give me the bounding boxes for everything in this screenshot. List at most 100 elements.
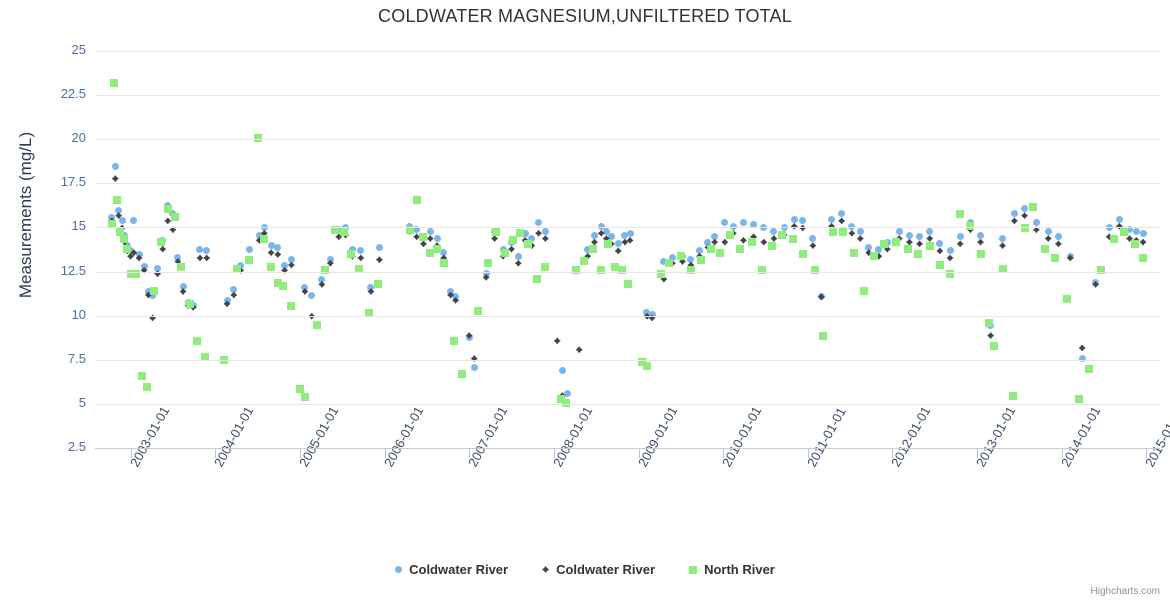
data-point[interactable] bbox=[514, 252, 522, 260]
data-point[interactable] bbox=[819, 331, 828, 340]
data-point[interactable] bbox=[809, 235, 817, 243]
data-point[interactable] bbox=[617, 266, 626, 275]
data-point[interactable] bbox=[828, 215, 836, 223]
data-point[interactable] bbox=[492, 227, 501, 236]
data-point[interactable] bbox=[1044, 235, 1052, 243]
data-point[interactable] bbox=[760, 238, 768, 246]
data-point[interactable] bbox=[956, 240, 964, 248]
data-point[interactable] bbox=[230, 286, 238, 294]
data-point[interactable] bbox=[130, 217, 138, 225]
data-point[interactable] bbox=[999, 235, 1007, 243]
data-point[interactable] bbox=[541, 235, 549, 243]
data-point[interactable] bbox=[426, 228, 434, 235]
data-point[interactable] bbox=[413, 233, 421, 241]
data-point[interactable] bbox=[829, 227, 838, 236]
data-point[interactable] bbox=[535, 219, 543, 227]
data-point[interactable] bbox=[150, 287, 159, 296]
data-point[interactable] bbox=[848, 229, 856, 237]
data-point[interactable] bbox=[687, 256, 695, 264]
data-point[interactable] bbox=[281, 266, 289, 274]
data-point[interactable] bbox=[1126, 226, 1134, 234]
data-point[interactable] bbox=[984, 319, 993, 328]
data-point[interactable] bbox=[597, 266, 606, 275]
data-point[interactable] bbox=[157, 238, 166, 247]
data-point[interactable] bbox=[856, 228, 864, 235]
data-point[interactable] bbox=[174, 254, 182, 262]
data-point[interactable] bbox=[642, 361, 651, 370]
data-point[interactable] bbox=[859, 287, 868, 296]
data-point[interactable] bbox=[107, 220, 116, 229]
data-point[interactable] bbox=[561, 398, 570, 407]
data-point[interactable] bbox=[865, 243, 873, 251]
data-point[interactable] bbox=[1021, 212, 1029, 220]
data-point[interactable] bbox=[163, 204, 172, 213]
data-point[interactable] bbox=[798, 250, 807, 259]
data-point[interactable] bbox=[810, 266, 819, 275]
data-point[interactable] bbox=[287, 301, 296, 310]
data-point[interactable] bbox=[174, 257, 182, 265]
data-point[interactable] bbox=[604, 239, 613, 248]
data-point[interactable] bbox=[656, 269, 665, 278]
data-point[interactable] bbox=[179, 282, 187, 290]
data-point[interactable] bbox=[838, 210, 846, 218]
data-point[interactable] bbox=[891, 238, 900, 247]
data-point[interactable] bbox=[115, 206, 123, 214]
data-point[interactable] bbox=[111, 162, 119, 170]
data-point[interactable] bbox=[687, 261, 695, 269]
data-point[interactable] bbox=[521, 229, 529, 237]
data-point[interactable] bbox=[856, 235, 864, 243]
data-point[interactable] bbox=[113, 195, 121, 204]
data-point[interactable] bbox=[108, 213, 116, 221]
data-point[interactable] bbox=[676, 252, 685, 261]
data-point[interactable] bbox=[169, 226, 177, 234]
data-point[interactable] bbox=[1029, 202, 1037, 211]
data-point[interactable] bbox=[1092, 280, 1100, 288]
data-point[interactable] bbox=[127, 252, 135, 260]
data-point[interactable] bbox=[287, 261, 295, 269]
data-point[interactable] bbox=[321, 266, 330, 275]
data-point[interactable] bbox=[1066, 254, 1074, 262]
data-point[interactable] bbox=[946, 254, 954, 262]
data-point[interactable] bbox=[736, 245, 745, 254]
data-point[interactable] bbox=[553, 337, 561, 345]
data-point[interactable] bbox=[790, 222, 798, 230]
data-point[interactable] bbox=[514, 259, 522, 267]
data-point[interactable] bbox=[357, 247, 365, 255]
data-point[interactable] bbox=[300, 393, 309, 402]
data-point[interactable] bbox=[770, 235, 778, 243]
data-point[interactable] bbox=[936, 247, 944, 255]
data-point[interactable] bbox=[880, 239, 888, 248]
data-point[interactable] bbox=[977, 238, 985, 246]
data-point[interactable] bbox=[1021, 205, 1029, 213]
data-point[interactable] bbox=[255, 231, 263, 239]
data-point[interactable] bbox=[419, 240, 427, 248]
data-point[interactable] bbox=[725, 231, 734, 240]
data-point[interactable] bbox=[977, 231, 985, 239]
data-point[interactable] bbox=[607, 233, 615, 241]
data-point[interactable] bbox=[739, 219, 747, 227]
data-point[interactable] bbox=[452, 296, 460, 304]
data-point[interactable] bbox=[346, 250, 355, 259]
data-point[interactable] bbox=[447, 291, 455, 299]
data-point[interactable] bbox=[1078, 344, 1086, 352]
data-point[interactable] bbox=[433, 235, 441, 243]
data-point[interactable] bbox=[869, 252, 878, 261]
data-point[interactable] bbox=[515, 229, 524, 238]
data-point[interactable] bbox=[935, 261, 944, 270]
data-point[interactable] bbox=[465, 332, 473, 340]
data-point[interactable] bbox=[1115, 222, 1123, 230]
data-point[interactable] bbox=[535, 229, 543, 237]
data-point[interactable] bbox=[679, 257, 687, 265]
data-point[interactable] bbox=[849, 248, 858, 257]
data-point[interactable] bbox=[348, 245, 356, 253]
data-point[interactable] bbox=[318, 280, 326, 288]
data-point[interactable] bbox=[447, 287, 455, 295]
data-point[interactable] bbox=[721, 238, 729, 246]
data-point[interactable] bbox=[470, 363, 478, 371]
data-point[interactable] bbox=[556, 395, 565, 404]
highcharts-credit[interactable]: Highcharts.com bbox=[1090, 586, 1160, 597]
data-point[interactable] bbox=[758, 266, 767, 275]
data-point[interactable] bbox=[144, 287, 152, 295]
data-point[interactable] bbox=[440, 249, 448, 257]
data-point[interactable] bbox=[1044, 228, 1052, 235]
